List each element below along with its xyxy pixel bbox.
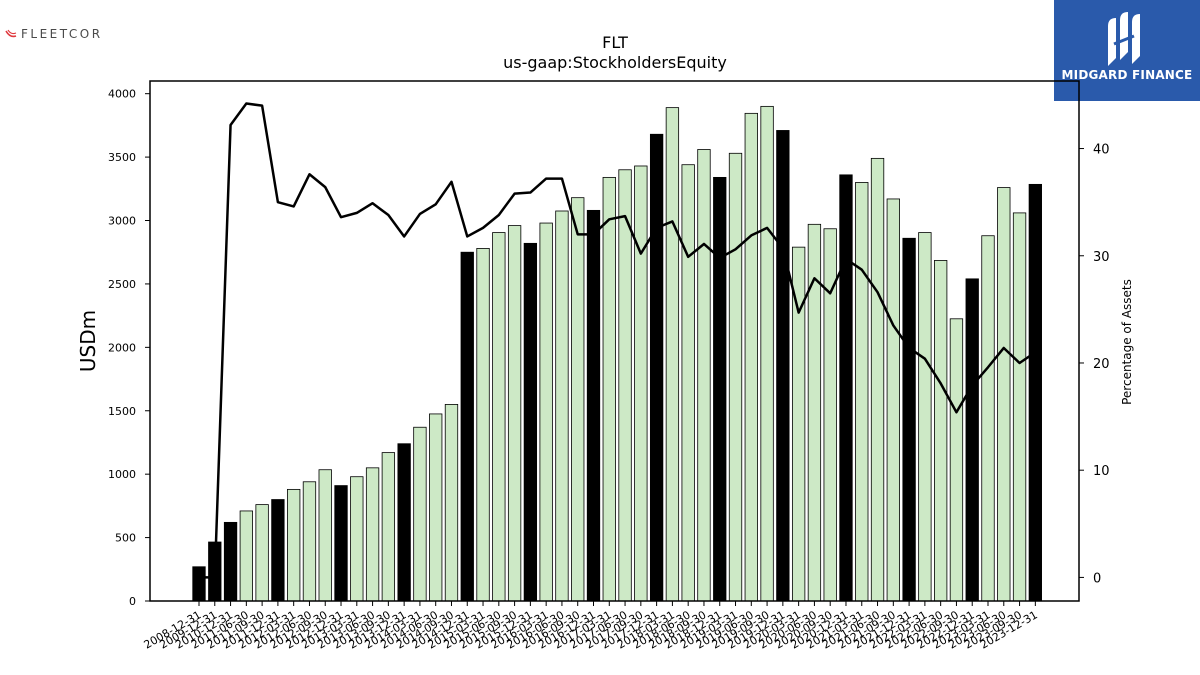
bar-2015-12-31 <box>523 242 538 602</box>
bar-2016-03-31 <box>539 222 553 602</box>
bar-2016-06-30 <box>555 210 569 602</box>
y-tick-label: 0 <box>129 595 136 608</box>
y2-tick-label: 40 <box>1093 143 1110 158</box>
line-series <box>199 102 1037 579</box>
bar-2014-06-30 <box>429 413 443 602</box>
bar-2014-12-31 <box>460 251 474 602</box>
y2-axis-label: Percentage of Assets <box>1120 279 1134 405</box>
y-tick-label: 2000 <box>108 341 136 354</box>
bar-2013-09-30 <box>381 452 396 602</box>
y-tick-label: 1500 <box>108 405 136 418</box>
chart-subtitle: us-gaap:StockholdersEquity <box>503 53 727 72</box>
bar-series <box>192 105 1042 602</box>
y-axis-label: USDm <box>76 310 100 372</box>
fleetcor-logo-text: FLEETCOR <box>21 27 103 41</box>
bar-2017-06-30 <box>618 169 632 602</box>
bar-2018-03-31 <box>665 107 680 602</box>
bar-2019-12-31 <box>776 130 790 602</box>
bar-2023-03-31 <box>981 235 995 602</box>
bar-2016-12-31 <box>586 209 601 602</box>
bar-2021-12-31 <box>902 237 916 602</box>
bar-2018-06-30 <box>681 164 695 602</box>
bar-2016-09-30 <box>571 197 585 602</box>
bar-2013-03-31 <box>350 476 364 602</box>
bar-2012-12-31 <box>334 485 348 602</box>
fleetcor-mark-icon <box>5 29 17 38</box>
midgard-logo-text: MIDGARD FINANCE <box>1061 68 1193 82</box>
bar-2019-09-30 <box>760 105 774 602</box>
bar-2013-12-31 <box>397 443 411 602</box>
bar-2011-06-30 <box>239 510 253 602</box>
bar-2019-06-30 <box>744 112 758 602</box>
y2-tick-label: 20 <box>1093 357 1110 372</box>
bar-2021-06-30 <box>870 157 885 602</box>
bar-2012-03-31 <box>287 488 301 602</box>
bar-2017-12-31 <box>649 133 664 602</box>
bar-2010-12-31 <box>223 521 238 602</box>
bar-2018-12-31 <box>713 176 727 602</box>
bar-2015-06-30 <box>492 232 506 602</box>
bar-2015-09-30 <box>507 225 522 602</box>
plot-frame <box>149 80 1080 602</box>
bar-2017-09-30 <box>634 165 648 602</box>
bar-2022-12-31 <box>965 278 979 602</box>
bar-2015-03-31 <box>476 248 490 602</box>
y2-tick-label: 30 <box>1093 250 1110 265</box>
bar-2011-12-31 <box>271 499 285 602</box>
percentage-of-assets-line <box>199 102 1037 579</box>
bar-2020-12-31 <box>839 174 853 602</box>
y-tick-label: 1000 <box>108 468 136 481</box>
y2-tick-label: 0 <box>1093 571 1101 586</box>
y-tick-label: 3500 <box>108 151 136 164</box>
bar-2017-03-31 <box>602 176 616 602</box>
bar-2008-12-31 <box>192 566 206 602</box>
bar-2011-09-30 <box>255 504 269 602</box>
y-tick-label: 4000 <box>108 88 136 101</box>
bar-2022-09-30 <box>949 318 964 602</box>
bar-2023-12-31 <box>1028 183 1042 602</box>
y2-tick-label: 10 <box>1093 464 1110 479</box>
bar-2014-03-31 <box>413 426 427 602</box>
midgard-mark-icon <box>1108 12 1140 66</box>
bar-2012-06-30 <box>302 481 317 602</box>
bar-2023-06-30 <box>997 187 1011 602</box>
chart-title: FLT <box>602 33 628 52</box>
y-tick-label: 3000 <box>108 215 136 228</box>
bar-2023-09-30 <box>1012 212 1027 602</box>
bar-2013-06-30 <box>365 467 380 602</box>
bar-2022-03-31 <box>918 232 932 602</box>
bar-2022-06-30 <box>934 260 948 602</box>
bar-2019-03-31 <box>728 152 743 602</box>
y-tick-label: 2500 <box>108 278 136 291</box>
y-tick-label: 500 <box>115 532 136 545</box>
bar-2021-03-31 <box>855 182 869 602</box>
axes: 0 500 1000 1500 2000 2500 3000 3500 4000 0 10 20 30 4… <box>76 80 1134 652</box>
bar-2014-09-30 <box>444 404 459 602</box>
fleetcor-logo: FLEETCOR <box>5 27 103 41</box>
bar-2018-09-30 <box>697 149 711 602</box>
bar-2012-09-30 <box>318 469 332 602</box>
bar-2021-09-30 <box>886 198 900 602</box>
